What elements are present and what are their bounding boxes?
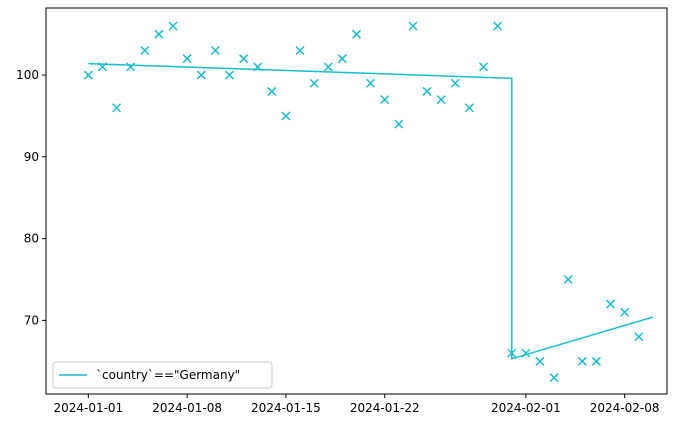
data-point [591,356,601,366]
x-tick-label: 2024-01-15 [251,401,321,415]
data-point [295,45,305,56]
data-point [549,373,559,383]
data-point [309,78,319,88]
data-point [323,62,333,72]
data-point [224,70,235,80]
data-point [620,307,630,317]
series-layer [88,62,654,360]
data-point [351,29,362,39]
data-point [478,62,489,72]
series-line-0 [88,62,654,360]
y-tick-label: 70 [24,313,39,327]
data-point [394,119,404,129]
data-point [450,78,460,88]
data-point [83,70,93,80]
data-point [267,86,277,96]
x-tick-label: 2024-01-22 [350,401,420,415]
y-tick-label: 90 [24,150,39,164]
data-point [182,54,192,64]
data-point [366,78,376,88]
data-point [521,348,531,358]
data-point [464,103,474,113]
data-point [577,356,587,366]
legend-label: `country`=="Germany" [96,368,240,382]
legend-box [52,361,273,389]
legend: `country`=="Germany" [52,361,273,389]
data-point [493,21,503,31]
data-point [196,70,206,80]
data-point [422,86,432,96]
data-point [436,95,446,105]
data-point [154,29,164,39]
x-axis: 2024-01-01 2024-01-08 2024-01-15 2024-01-22… [53,394,660,415]
data-point [97,62,107,72]
data-point [140,45,150,56]
y-axis: 70 80 90 100 [16,68,46,327]
data-point [253,62,263,72]
y-tick-label: 80 [24,232,39,246]
data-point [168,21,178,31]
data-point [535,356,545,366]
data-point [281,111,291,121]
plot-frame [45,7,668,395]
data-point [507,348,517,358]
x-tick-label: 2024-02-08 [590,401,660,415]
x-tick-label: 2024-01-08 [152,401,222,415]
data-point [210,45,220,56]
y-tick-label: 100 [16,68,39,82]
data-point [606,299,616,309]
data-point [126,62,136,72]
data-point [337,54,347,64]
points-layer [83,21,644,383]
data-point [408,21,418,31]
data-point [563,274,573,285]
data-point [239,54,249,64]
x-tick-label: 2024-02-01 [491,401,561,415]
data-point [380,95,390,105]
x-tick-label: 2024-01-01 [53,401,123,415]
data-point [112,103,122,113]
data-point [634,332,644,342]
